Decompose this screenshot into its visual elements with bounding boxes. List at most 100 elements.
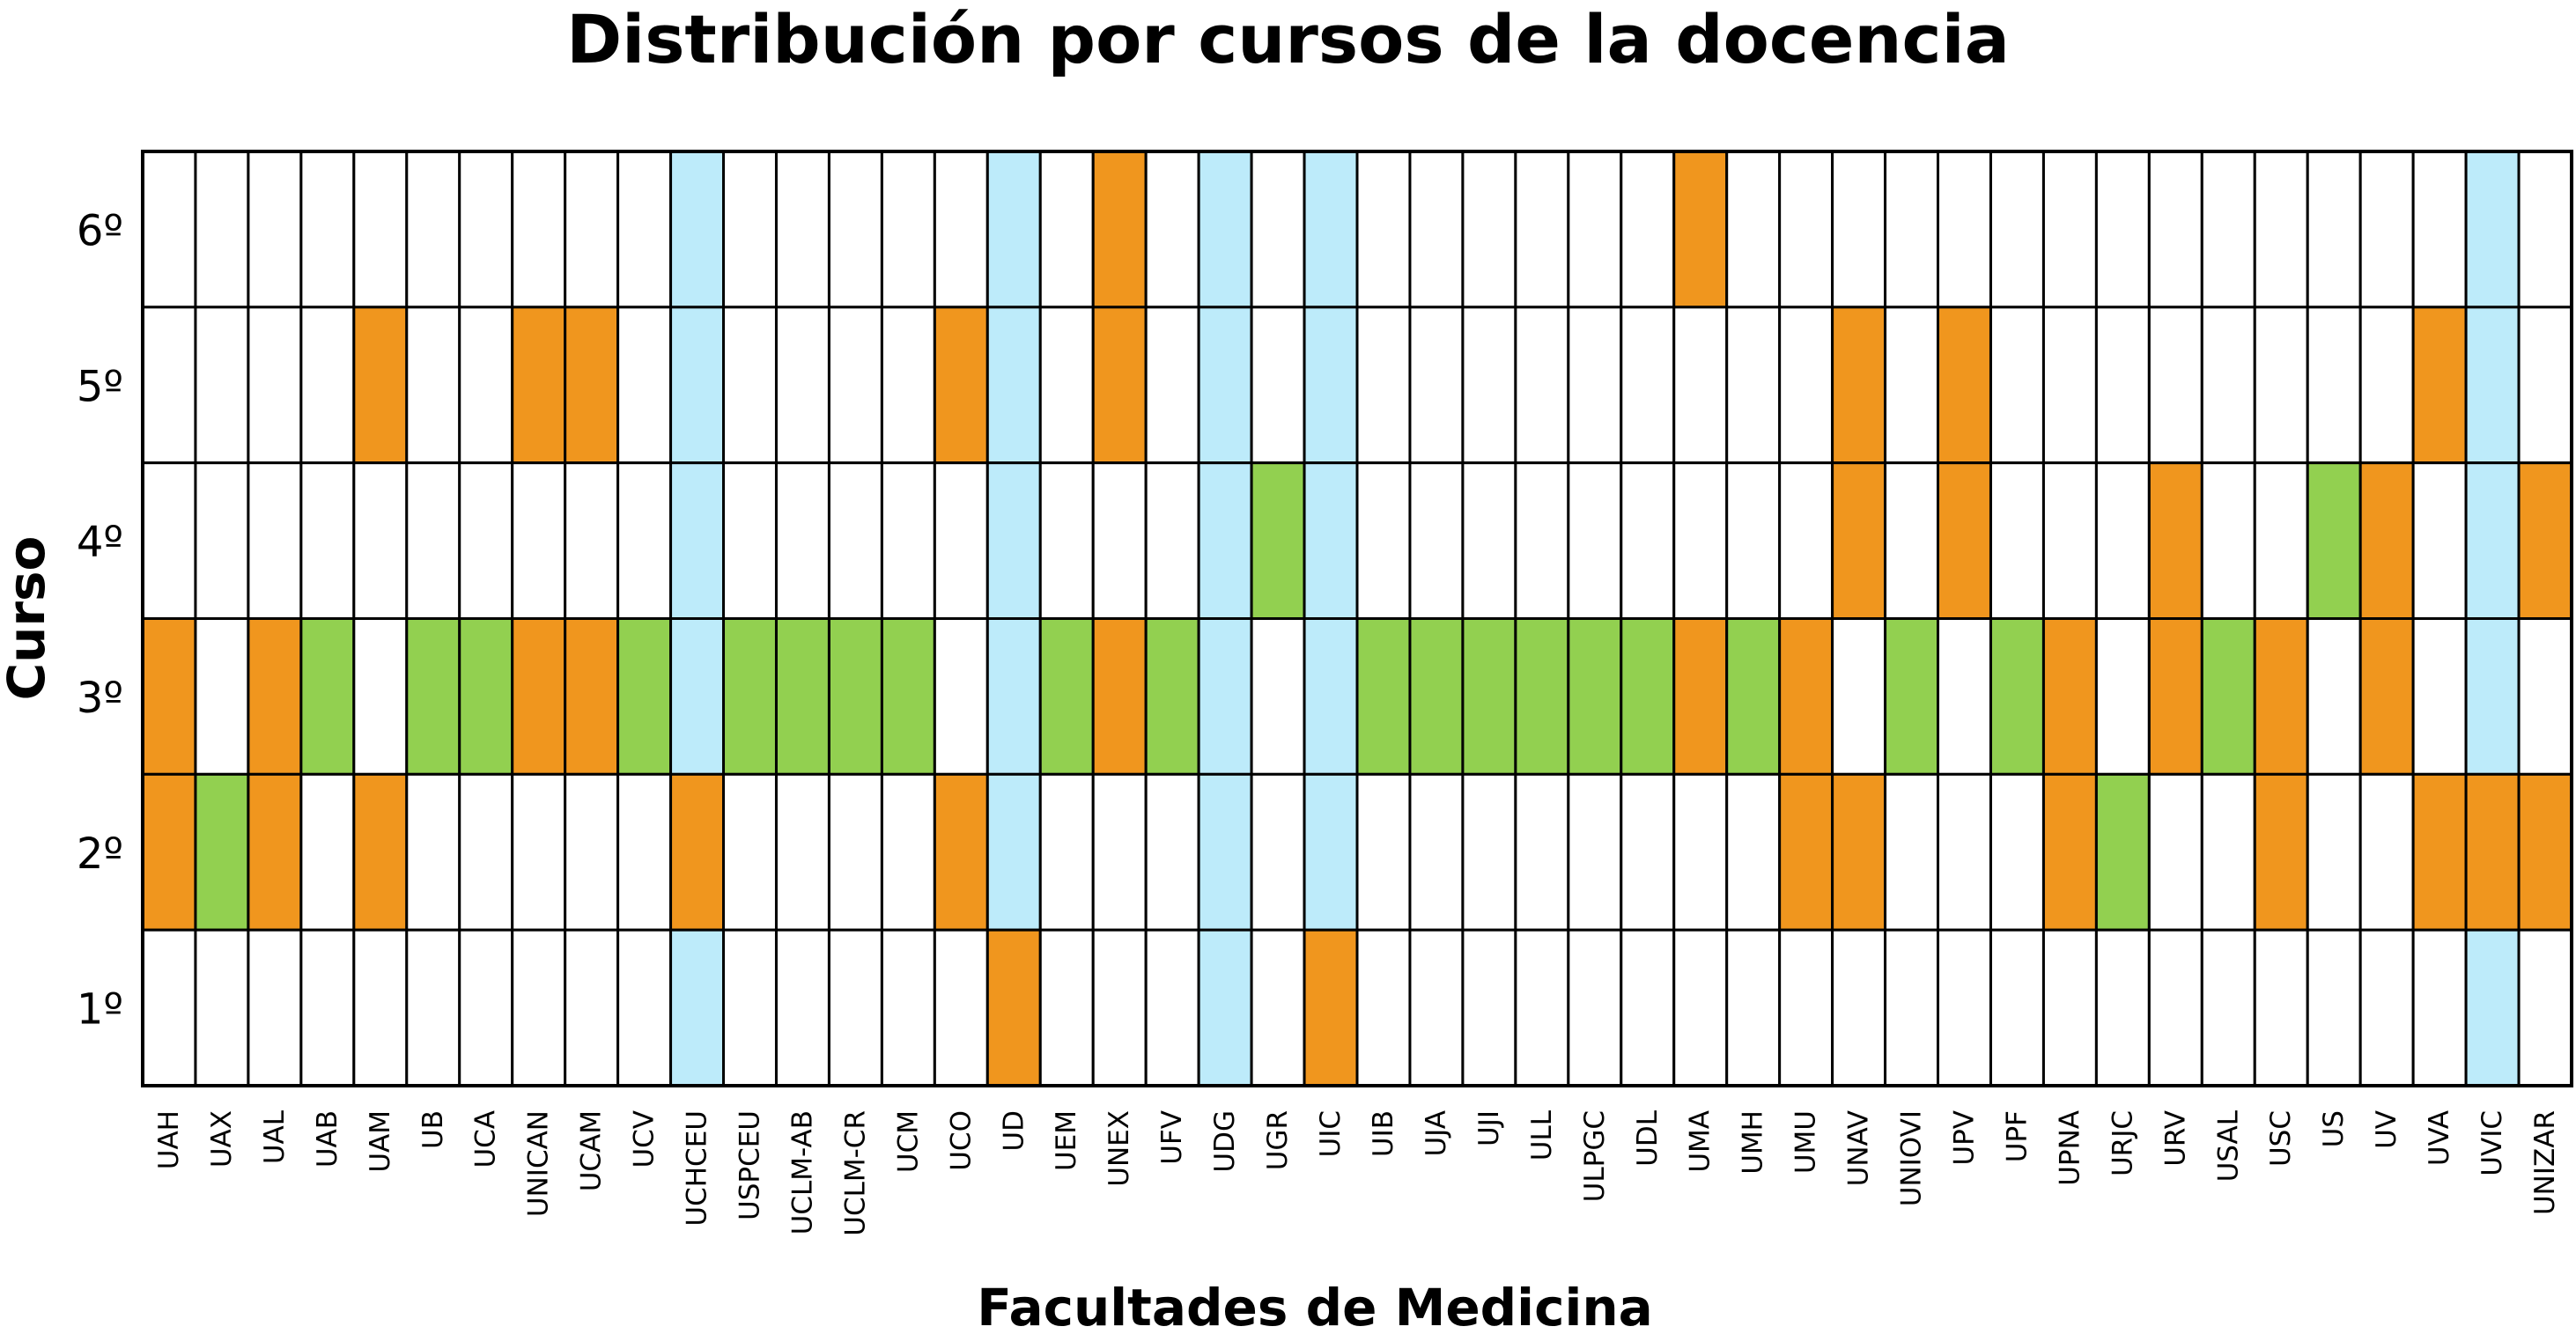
x-tick-label: UAB [312, 1110, 343, 1168]
heatmap-cell [2094, 461, 2151, 621]
heatmap-cell [1197, 306, 1253, 465]
heatmap-cell [985, 928, 1042, 1087]
heatmap-cell [299, 150, 356, 309]
x-tick-label: UCO [945, 1110, 977, 1171]
heatmap-cell [2358, 150, 2415, 309]
heatmap-cell [1303, 928, 1359, 1087]
chart-title: Distribución por cursos de la docencia [566, 0, 2010, 78]
heatmap-cell [616, 461, 673, 621]
heatmap-cell [1303, 772, 1359, 932]
x-tick-label: UAX [206, 1110, 238, 1168]
heatmap-cell [247, 150, 303, 309]
heatmap-cell [774, 306, 830, 465]
x-tick-label: UPNA [2054, 1110, 2085, 1186]
heatmap-cell [1831, 150, 1887, 309]
heatmap-cell [669, 150, 726, 309]
heatmap-cell [2147, 772, 2203, 932]
y-tick-label: 1º [77, 985, 123, 1035]
heatmap-cell [1197, 928, 1253, 1087]
heatmap-cell [405, 928, 461, 1087]
x-tick-label: UV [2371, 1110, 2403, 1149]
heatmap-cell [1461, 772, 1517, 932]
heatmap-cell [985, 461, 1042, 621]
heatmap-cell [247, 306, 303, 465]
heatmap-cell [458, 306, 514, 465]
heatmap-cell [669, 306, 726, 465]
heatmap-cell [2253, 772, 2309, 932]
heatmap-cell [2464, 617, 2521, 776]
heatmap-cell [1672, 772, 1729, 932]
heatmap-cell [1144, 461, 1200, 621]
heatmap-cell [1091, 928, 1148, 1087]
heatmap-cell [1937, 461, 1992, 621]
heatmap-cell [1989, 461, 2045, 621]
heatmap-cell [2517, 150, 2573, 309]
heatmap-cell [1514, 306, 1570, 465]
heatmap-cell [2094, 772, 2151, 932]
heatmap-cell [1672, 461, 1729, 621]
heatmap-cell [2094, 928, 2151, 1087]
heatmap-cell [2200, 461, 2256, 621]
heatmap-cell [2041, 150, 2098, 309]
heatmap-cell [616, 150, 673, 309]
heatmap-cell [1937, 306, 1992, 465]
heatmap-cell [1144, 150, 1200, 309]
heatmap-cell [880, 461, 936, 621]
heatmap-cell [2358, 306, 2415, 465]
heatmap-cell [827, 928, 883, 1087]
heatmap-cell [2411, 150, 2468, 309]
heatmap-cell [1620, 928, 1676, 1087]
x-tick-label: UMH [1738, 1110, 1769, 1175]
x-tick-label: UGR [1262, 1110, 1294, 1170]
heatmap-cell [1303, 461, 1359, 621]
heatmap-cell [1620, 150, 1676, 309]
heatmap-cell [1303, 150, 1359, 309]
heatmap-cell [352, 306, 409, 465]
heatmap-cell [1355, 461, 1412, 621]
heatmap-cell [405, 772, 461, 932]
heatmap-cell [774, 928, 830, 1087]
heatmap-cell [1197, 772, 1253, 932]
heatmap-cell [141, 617, 197, 776]
heatmap-cell [141, 772, 197, 932]
heatmap-cell [1408, 928, 1465, 1087]
heatmap-cell [2306, 461, 2362, 621]
heatmap-cell [1303, 617, 1359, 776]
heatmap-cell [1461, 306, 1517, 465]
heatmap-cell [2517, 306, 2573, 465]
heatmap-cell [458, 461, 514, 621]
heatmap-cell [1567, 617, 1623, 776]
heatmap-cell [194, 617, 250, 776]
heatmap-cell [1038, 617, 1095, 776]
x-tick-label: UCLM-AB [786, 1110, 818, 1235]
heatmap-cell [2200, 617, 2256, 776]
heatmap-cell [2200, 928, 2256, 1087]
heatmap-cell [2464, 150, 2521, 309]
heatmap-cell [616, 306, 673, 465]
heatmap-cell [1725, 617, 1782, 776]
heatmap-cell [2041, 928, 2098, 1087]
heatmap-cell [1355, 306, 1412, 465]
heatmap-cell [1831, 306, 1887, 465]
heatmap-cell [564, 617, 620, 776]
heatmap-cell [141, 306, 197, 465]
heatmap-cell [985, 772, 1042, 932]
heatmap-cell [1620, 461, 1676, 621]
x-tick-label: UVIC [2476, 1110, 2508, 1176]
heatmap-cell [564, 150, 620, 309]
heatmap-cell [1567, 772, 1623, 932]
heatmap-cell [1250, 461, 1306, 621]
heatmap-cell [1884, 461, 1940, 621]
heatmap-cell [1038, 461, 1095, 621]
heatmap-cell [1355, 772, 1412, 932]
heatmap-cell [352, 617, 409, 776]
heatmap-cell [1884, 306, 1940, 465]
heatmap-cell [1408, 461, 1465, 621]
heatmap-cell [1250, 928, 1306, 1087]
heatmap-cell [1144, 306, 1200, 465]
x-tick-label: UIB [1368, 1110, 1399, 1157]
plot-frame [141, 150, 2573, 1087]
x-tick-label: UJI [1473, 1110, 1505, 1146]
heatmap-cell [299, 617, 356, 776]
